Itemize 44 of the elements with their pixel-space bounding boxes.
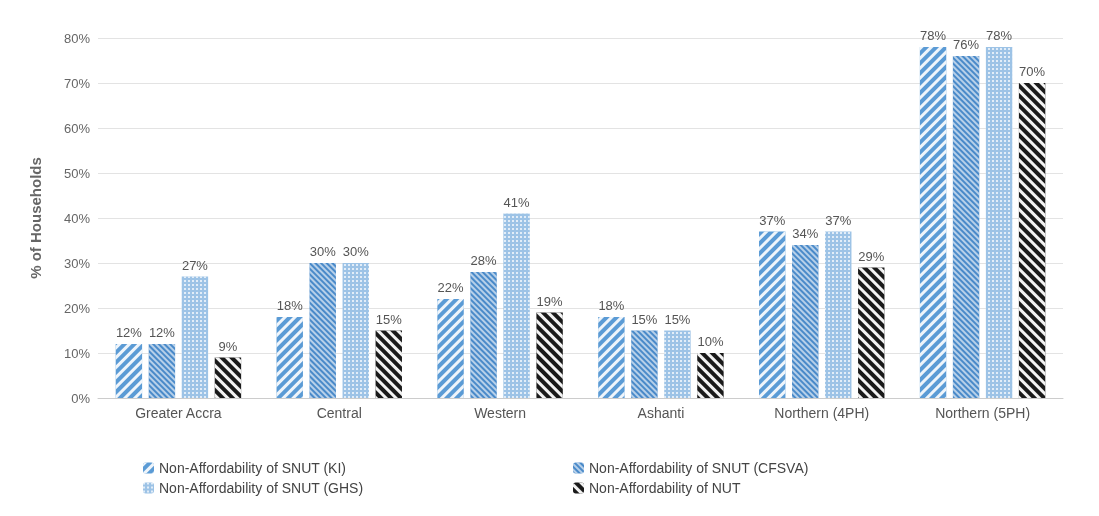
y-tick-label: 70% <box>63 75 91 91</box>
data-label: 12% <box>115 325 143 340</box>
data-label: 37% <box>825 212 852 228</box>
y-tick-label: 60% <box>63 120 91 136</box>
y-tick-label: 10% <box>63 345 91 361</box>
x-tick-label: Ashanti <box>637 405 685 421</box>
y-tick-label: 50% <box>63 165 91 181</box>
data-label: 27% <box>181 257 209 273</box>
data-label: 19% <box>536 293 564 309</box>
data-label: 78% <box>920 28 947 43</box>
legend-label: Non-Affordability of NUT <box>589 480 741 496</box>
data-label: 70% <box>1019 64 1046 79</box>
data-label: 10% <box>697 334 724 349</box>
data-label: 22% <box>437 280 465 295</box>
data-label: 28% <box>470 253 498 268</box>
x-tick-label: Western <box>474 405 527 421</box>
data-label: 34% <box>792 226 819 241</box>
data-label: 76% <box>953 37 980 52</box>
data-label: 41% <box>503 194 531 210</box>
data-label: 12% <box>148 325 176 340</box>
y-tick-label: 80% <box>63 30 91 46</box>
data-label: 29% <box>858 248 885 264</box>
data-label: 78% <box>986 28 1013 43</box>
data-label: 30% <box>309 244 337 259</box>
data-label: 15% <box>375 311 403 327</box>
data-label: 9% <box>218 338 238 354</box>
legend-label: Non-Affordability of SNUT (CFSVA) <box>589 460 809 476</box>
data-label: 30% <box>342 244 370 259</box>
data-label: 18% <box>276 298 304 313</box>
data-label: 15% <box>664 311 691 327</box>
legend-label: Non-Affordability of SNUT (KI) <box>159 460 346 476</box>
x-tick-label: Northern (5PH) <box>935 405 1031 421</box>
data-label: 15% <box>631 311 658 327</box>
x-tick-label: Greater Accra <box>135 405 222 421</box>
y-axis-title: % of Households <box>27 157 44 279</box>
data-label: 37% <box>759 212 786 228</box>
x-tick-label: Central <box>316 405 362 421</box>
y-tick-label: 20% <box>63 300 91 316</box>
x-tick-label: Northern (4PH) <box>774 405 870 421</box>
y-tick-label: 40% <box>63 210 91 226</box>
legend-label: Non-Affordability of SNUT (GHS) <box>159 480 364 496</box>
data-label: 18% <box>598 298 625 313</box>
y-tick-label: 0% <box>71 390 91 406</box>
y-tick-label: 30% <box>63 255 91 271</box>
